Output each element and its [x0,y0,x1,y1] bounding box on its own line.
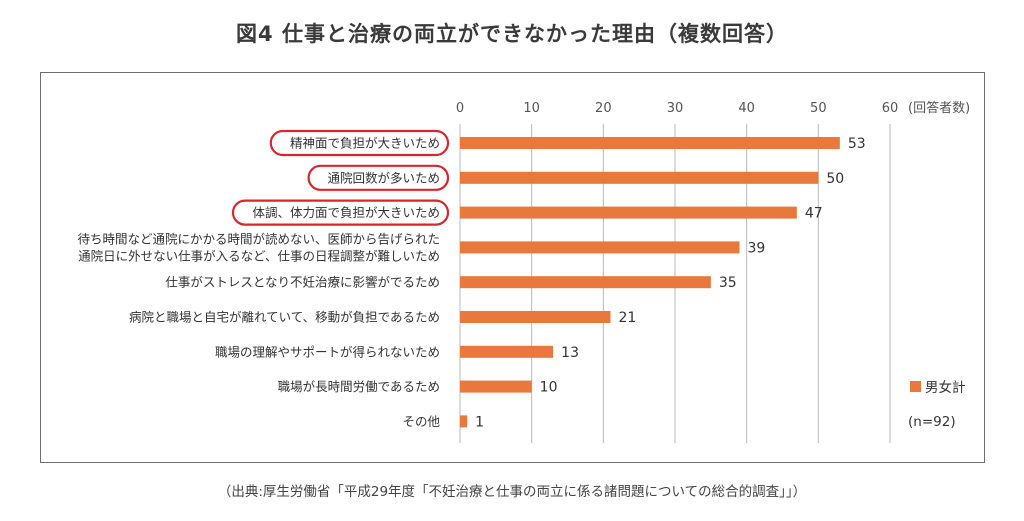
category-label: その他 [402,414,440,429]
data-label: 10 [540,380,558,396]
bar [460,206,797,219]
category-highlight-ring [307,164,450,191]
data-label: 39 [748,240,766,256]
category-label: 通院日に外せない仕事が入るなど、仕事の日程調整が難しいため [78,248,440,263]
data-label: 13 [561,345,579,361]
bar [460,276,711,289]
category-label: 職場が長時間労働であるため [278,379,440,394]
bar [460,415,468,428]
category-label: 体調、体力面で負担が大きいため [252,205,440,220]
category-label: 仕事がストレスとなり不妊治療に影響がでるため [165,275,440,290]
legend-swatch [910,381,921,392]
data-label: 21 [619,310,637,326]
axis-unit-label: (回答者数) [908,100,970,116]
category-label: 精神面で負担が大きいため [290,136,440,151]
chart-frame [40,72,985,463]
bar [460,311,611,323]
category-label: 通院回数が多いため [327,170,440,185]
category-label: 待ち時間など通院にかかる時間が読めない、医師から告げられた [77,231,440,246]
data-label: 35 [719,275,737,291]
chart-title: 図4 仕事と治療の両立ができなかった理由（複数回答） [236,22,788,46]
category-label: 病院と職場と自宅が離れていて、移動が負担であるため [129,310,440,325]
legend-note: (n=92) [908,414,956,430]
x-tick-label: 0 [456,101,464,116]
category-highlight-ring [269,129,450,157]
x-tick-label: 10 [523,101,540,116]
data-label: 53 [848,136,866,152]
bar [460,137,840,149]
x-tick-label: 20 [595,101,612,116]
category-highlight-ring [231,199,450,226]
x-tick-label: 60 [882,101,899,116]
legend-label: 男女計 [925,379,966,396]
source-note: （出典:厚生労働省「平成29年度「不妊治療と仕事の両立に係る諸問題についての総合… [217,484,807,500]
data-label: 47 [805,206,823,222]
category-label: 職場の理解やサポートが得られないため [215,344,440,359]
bar [460,345,554,358]
x-tick-label: 50 [810,101,827,116]
data-label: 1 [475,414,484,430]
x-tick-label: 30 [667,101,684,116]
bar [460,171,819,184]
bar [460,241,740,254]
data-label: 50 [826,171,844,187]
x-tick-label: 40 [738,101,755,116]
bar [460,380,532,393]
